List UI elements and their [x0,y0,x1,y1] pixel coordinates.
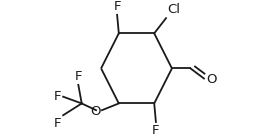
Text: O: O [90,105,100,118]
Text: O: O [206,73,217,86]
Text: F: F [75,70,82,83]
Text: F: F [152,124,160,137]
Text: F: F [113,0,121,13]
Text: Cl: Cl [168,3,181,16]
Text: F: F [54,90,61,103]
Text: F: F [54,117,61,130]
